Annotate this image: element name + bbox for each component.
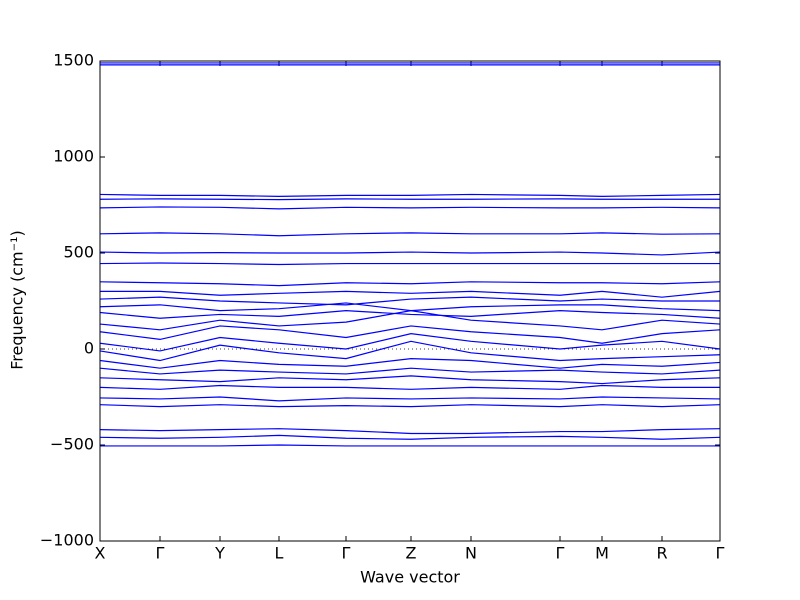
x-tick-label: Γ — [156, 544, 165, 563]
band-line — [99, 206, 721, 210]
band-line — [99, 396, 721, 402]
x-tick-label: Γ — [342, 544, 351, 563]
band-line — [99, 281, 721, 287]
band-line — [99, 333, 721, 352]
band-line — [99, 198, 720, 201]
band-line — [99, 325, 721, 344]
band-line — [99, 428, 721, 435]
y-tick-label: −500 — [50, 435, 94, 454]
x-tick-label: Z — [406, 544, 417, 563]
y-tick-label: 500 — [63, 243, 94, 262]
y-axis-label: Frequency (cm⁻¹) — [8, 230, 27, 369]
band-line — [99, 357, 721, 369]
y-tick-label: 1500 — [53, 51, 94, 70]
y-tick-label: 0 — [84, 339, 94, 358]
y-tick-label: −1000 — [40, 531, 94, 550]
x-tick-label: N — [465, 544, 477, 563]
band-line — [99, 434, 721, 440]
band-line — [99, 309, 721, 319]
band-line — [99, 262, 720, 266]
band-line — [99, 340, 721, 362]
plot-frame — [99, 60, 721, 542]
band-line — [99, 302, 721, 312]
band-line — [100, 290, 721, 298]
band-line — [100, 444, 720, 447]
band-line — [99, 251, 721, 256]
x-tick-label: L — [275, 544, 284, 563]
band-line — [99, 384, 720, 390]
x-tick-label: M — [595, 544, 609, 563]
x-tick-label: R — [656, 544, 667, 563]
band-line — [99, 404, 721, 408]
x-axis-label: Wave vector — [360, 568, 460, 587]
band-line — [99, 367, 721, 375]
y-tick-label: 1000 — [53, 147, 94, 166]
x-tick-label: Y — [214, 544, 225, 563]
band-line — [99, 375, 721, 385]
x-tick-label: Γ — [556, 544, 565, 563]
x-tick-label: X — [95, 544, 106, 563]
band-line — [99, 232, 721, 237]
x-tick-label: Γ — [716, 544, 725, 563]
band-line — [99, 193, 721, 197]
band-line — [99, 296, 720, 306]
band-line — [99, 309, 721, 331]
